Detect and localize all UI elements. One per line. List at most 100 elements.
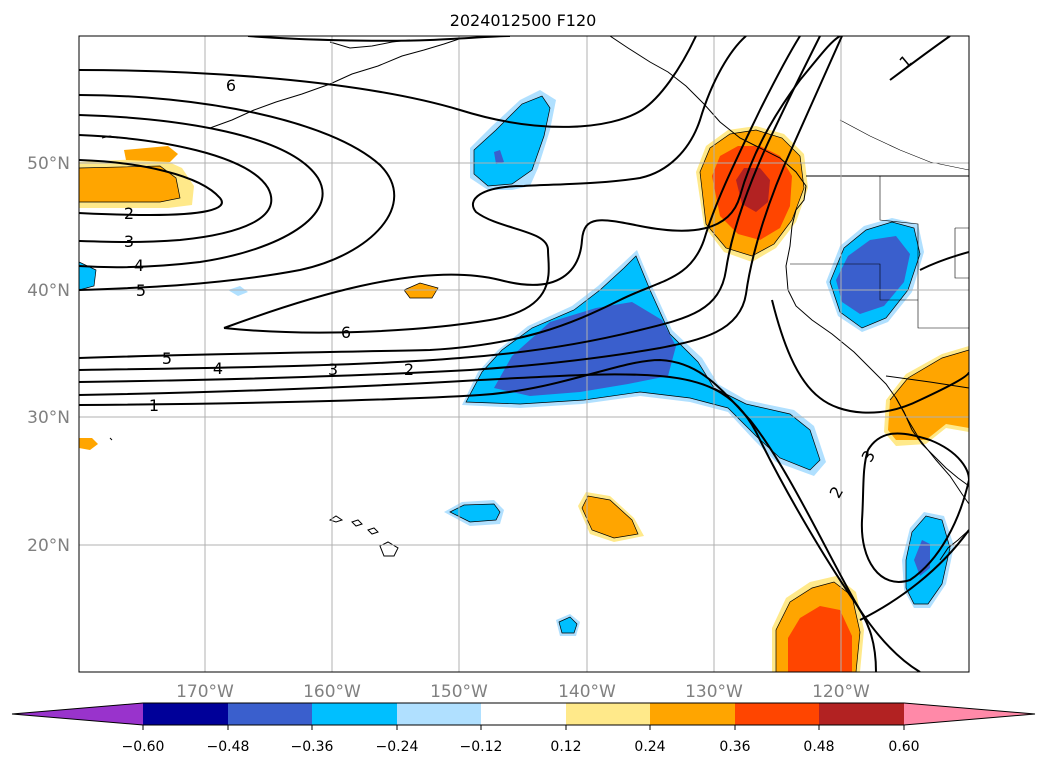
- shade-small-blue-40n: [228, 286, 248, 296]
- contour-label: 3: [328, 360, 338, 379]
- contour-3-long: [79, 36, 843, 383]
- contour-upper-east: [919, 251, 969, 271]
- colorbar: −0.60 −0.48 −0.36 −0.24 −0.12 0.12 0.24 …: [11, 702, 1036, 755]
- coastline-mexico: [939, 529, 969, 561]
- contour-2-long: [79, 373, 877, 672]
- colorbar-swatch: [481, 703, 566, 725]
- lat-label: 30°N: [27, 408, 70, 428]
- lon-label: 160°W: [303, 682, 361, 702]
- shade-small-orange-28n: [79, 438, 98, 450]
- outline-blue-mexico: [905, 515, 951, 605]
- colorbar-tick-label: −0.12: [460, 739, 503, 755]
- contour-label: 4: [213, 359, 223, 378]
- outline-orange-pnw: [699, 129, 805, 257]
- colorbar-swatch: [735, 703, 819, 725]
- contour-label: 1: [149, 396, 159, 415]
- colorbar-tick-label: 0.60: [888, 739, 919, 755]
- contour-4-long: [79, 36, 821, 371]
- coastline-baja: [895, 397, 969, 505]
- contour-1-long: [79, 358, 921, 672]
- shade-blue-22n-mid: [450, 504, 500, 522]
- colorbar-tick-label: −0.24: [376, 739, 419, 755]
- lon-label: 150°W: [430, 682, 488, 702]
- lon-label: 120°W: [812, 682, 870, 702]
- island-hawaii-4: [379, 541, 399, 557]
- colorbar-tick-label: 0.12: [550, 739, 581, 755]
- lon-label: 130°W: [685, 682, 743, 702]
- map-panel: 6 2 3 4 5 6 5 4 3 2 1 1 2 3: [79, 36, 969, 672]
- colorbar-tick-label: −0.60: [122, 739, 165, 755]
- colorbar-swatch: [312, 703, 397, 725]
- contour-label: 6: [341, 323, 351, 342]
- map-frame: [78, 35, 970, 673]
- colorbar-swatch: [566, 703, 650, 725]
- contour-2-east: [771, 299, 969, 414]
- colorbar-extend-right: [904, 703, 1035, 725]
- contour-1-east-bottom: [859, 529, 969, 621]
- shade-blue-14n-mid: [559, 617, 577, 633]
- colorbar-tick-labels: −0.60 −0.48 −0.36 −0.24 −0.12 0.12 0.24 …: [122, 739, 920, 755]
- contour-5-long: [79, 36, 801, 359]
- border-states-3: [839, 119, 969, 171]
- contour-label: 5: [136, 281, 146, 300]
- shade-orange-22n-inner: [582, 496, 638, 538]
- shade-orange-west-inner: [79, 166, 180, 202]
- lon-label: 140°W: [558, 682, 616, 702]
- colorbar-swatch: [397, 703, 481, 725]
- island-hawaii-1: [328, 515, 344, 523]
- lat-label: 40°N: [27, 281, 70, 301]
- thick-contours: [79, 36, 969, 672]
- colorbar-tick-label: 0.36: [719, 739, 750, 755]
- contour-3-ellipse: [79, 134, 273, 243]
- outline-north-blue: [473, 95, 551, 187]
- contour-6-central: [223, 36, 841, 329]
- border-states-4: [954, 227, 969, 279]
- border-us-mexico: [885, 375, 969, 389]
- colorbar-tick-label: 0.24: [634, 739, 665, 755]
- island-small-1: [109, 437, 113, 441]
- contour-6-inner: [223, 36, 747, 334]
- colorbar-tick-label: 0.48: [803, 739, 834, 755]
- colorbar-swatch: [228, 703, 312, 725]
- contour-1-ne: [889, 36, 951, 81]
- colorbar-swatch: [650, 703, 735, 725]
- contour-4-ellipse: [79, 114, 324, 269]
- border-states-2: [790, 263, 918, 301]
- outline-orange-baja: [889, 349, 969, 401]
- longitude-labels: 170°W 160°W 150°W 140°W 130°W 120°W: [176, 682, 870, 702]
- shade-blue-north-dark: [494, 150, 504, 164]
- island-hawaii-3: [367, 527, 379, 535]
- shade-blue-california-dark: [836, 236, 910, 314]
- contour-label: 4: [134, 256, 144, 275]
- border-states-1: [879, 176, 969, 329]
- coastline-canada-west: [609, 36, 807, 211]
- coastlines: [101, 36, 969, 561]
- contour-5-ellipse: [79, 94, 396, 291]
- colorbar-ticks: [142, 725, 905, 730]
- outline-blue-14n: [558, 616, 578, 634]
- lon-label: 170°W: [176, 682, 234, 702]
- shade-orange-small: [124, 146, 178, 162]
- contour-3-loop: [860, 432, 969, 583]
- contour-label: 6: [226, 76, 236, 95]
- shade-redorange-south: [788, 606, 852, 672]
- contour-6-west: [79, 36, 697, 128]
- outline-orange-40n: [403, 282, 439, 299]
- shade-blue-central-dark: [494, 302, 676, 396]
- outline-central-blue: [465, 255, 821, 471]
- lat-label: 50°N: [27, 154, 70, 174]
- outline-california-blue: [829, 221, 921, 329]
- colorbar-swatch: [819, 703, 904, 725]
- colorbar-extend-left: [12, 703, 143, 725]
- shade-blue-west-edge: [79, 262, 96, 290]
- colorbar-tick-label: −0.48: [207, 739, 250, 755]
- coastline-us-west: [785, 209, 969, 487]
- outline-orange-west: [79, 165, 181, 203]
- contour-label: 5: [162, 349, 172, 368]
- map-title: 2024012500 F120: [450, 11, 597, 30]
- colorbar-tick-label: −0.36: [291, 739, 334, 755]
- outline-orange-22n: [581, 495, 639, 539]
- contour-alaska-arc: [247, 36, 511, 42]
- lat-label: 20°N: [27, 536, 70, 556]
